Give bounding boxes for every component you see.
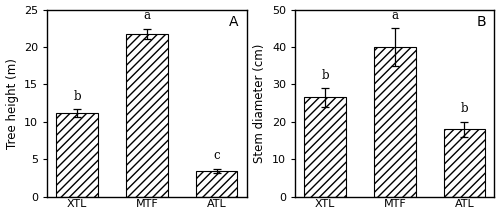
Bar (56, 113, 98, 197)
Text: c: c (214, 149, 220, 162)
Y-axis label: Stem diameter (cm): Stem diameter (cm) (254, 43, 266, 163)
Text: a: a (144, 9, 150, 22)
Bar (444, 129, 486, 197)
Bar (196, 171, 237, 197)
Bar (304, 97, 346, 197)
Text: a: a (392, 9, 398, 22)
Text: b: b (74, 90, 81, 103)
Bar (374, 47, 416, 197)
Bar (126, 34, 168, 197)
Text: A: A (229, 15, 238, 29)
Text: b: b (460, 102, 468, 115)
Text: B: B (477, 15, 486, 29)
Y-axis label: Tree height (m): Tree height (m) (6, 58, 18, 149)
Text: b: b (322, 69, 329, 82)
